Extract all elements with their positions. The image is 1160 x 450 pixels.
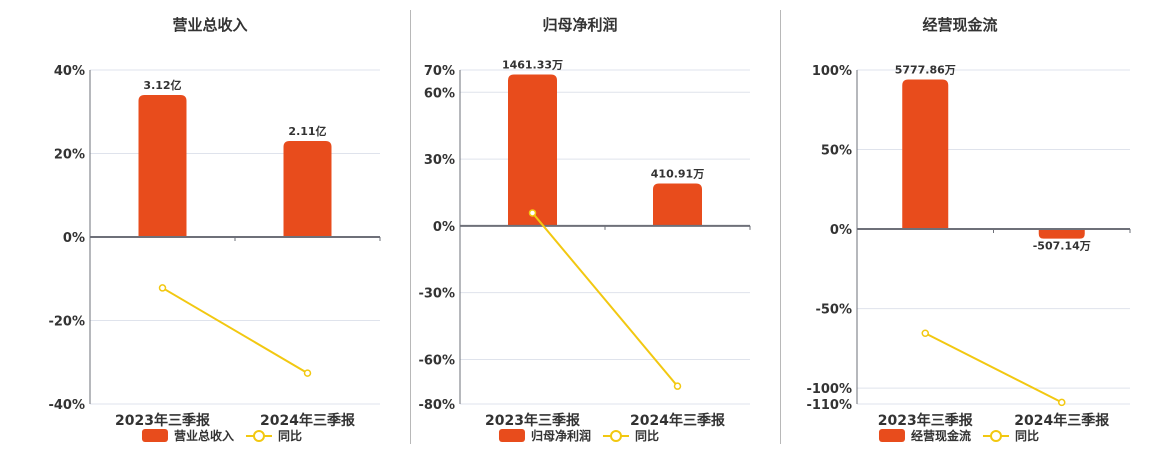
y-tick-label: -100% xyxy=(806,382,852,397)
y-tick-label: -110% xyxy=(806,398,852,413)
chart-title-net-profit: 归母净利润 xyxy=(542,16,618,34)
yoy-point[interactable] xyxy=(673,382,682,390)
chart-net-profit: 70% 60% 30% 0% -30% -60% -80% 1461.33万 2023年三季报 4… xyxy=(418,58,751,429)
yoy-point[interactable] xyxy=(921,329,929,337)
legend-cash-flow: 经营现金流 同比 xyxy=(878,427,1040,444)
y-tick-label: 0% xyxy=(433,220,455,235)
line-legend-icon[interactable] xyxy=(246,429,272,442)
yoy-point[interactable] xyxy=(528,209,537,217)
legend-line-label[interactable]: 同比 xyxy=(635,429,660,443)
legend-bar-label[interactable]: 营业总收入 xyxy=(173,429,234,443)
yoy-line xyxy=(161,287,309,374)
legend-line-label[interactable]: 同比 xyxy=(278,429,303,443)
y-tick-label: -80% xyxy=(418,398,455,413)
bar[interactable] xyxy=(902,79,949,230)
bar-value-label: 410.91万 xyxy=(651,168,704,181)
y-tick-label: 50% xyxy=(821,144,852,159)
bar[interactable] xyxy=(1038,229,1085,239)
bar-value-label: -507.14万 xyxy=(1033,240,1091,253)
bar-legend-swatch[interactable] xyxy=(141,429,168,442)
x-category-label: 2023年三季报 xyxy=(878,412,973,429)
yoy-point[interactable] xyxy=(158,284,167,292)
divider-1 xyxy=(410,10,411,444)
bar-value-label: 2.11亿 xyxy=(288,124,326,138)
y-tick-label: 40% xyxy=(54,64,85,79)
y-tick-label: -50% xyxy=(815,303,852,318)
y-tick-label: 0% xyxy=(830,223,852,238)
chart-title-cash-flow: 经营现金流 xyxy=(922,16,998,34)
chart-revenue: 40% 20% 0% -20% -40% 3.12亿 2023年三季报 2.11亿 2024年三… xyxy=(48,64,381,429)
x-category-label: 2024年三季报 xyxy=(260,412,355,429)
y-tick-label: 100% xyxy=(812,64,852,79)
chart-cash-flow: 100% 50% 0% -50% -100%-110% 5777.86万 2023年三季报 -… xyxy=(806,64,1131,429)
bar-value-label: 3.12亿 xyxy=(143,78,181,92)
y-tick-label: -20% xyxy=(48,315,85,330)
y-tick-label: 60% xyxy=(424,86,455,101)
bar-value-label: 5777.86万 xyxy=(895,64,956,77)
x-category-label: 2023年三季报 xyxy=(115,412,210,429)
y-tick-label: -60% xyxy=(418,353,455,368)
x-category-label: 2024年三季报 xyxy=(630,412,725,429)
legend-bar-label[interactable]: 归母净利润 xyxy=(530,429,591,443)
bar[interactable] xyxy=(653,183,702,226)
y-tick-label: -30% xyxy=(418,287,455,302)
bar[interactable] xyxy=(138,95,187,237)
bar[interactable] xyxy=(283,140,332,237)
y-tick-label: 20% xyxy=(54,148,85,163)
bar-legend-swatch[interactable] xyxy=(878,429,905,442)
yoy-line xyxy=(531,212,679,387)
chart-title-revenue: 营业总收入 xyxy=(172,16,248,34)
divider-2 xyxy=(780,10,781,444)
bar-legend-swatch[interactable] xyxy=(498,429,525,442)
legend-net-profit: 归母净利润 同比 xyxy=(498,427,660,444)
bar-value-label: 1461.33万 xyxy=(502,58,563,71)
yoy-point[interactable] xyxy=(303,369,312,377)
legend-line-label[interactable]: 同比 xyxy=(1015,429,1040,443)
y-tick-label: 30% xyxy=(424,153,455,168)
yoy-line xyxy=(924,332,1063,404)
x-category-label: 2023年三季报 xyxy=(485,412,580,429)
y-tick-label: 0% xyxy=(63,231,85,246)
x-category-label: 2024年三季报 xyxy=(1014,412,1109,429)
y-tick-label: -40% xyxy=(48,398,85,413)
legend-bar-label[interactable]: 经营现金流 xyxy=(910,429,971,443)
line-legend-icon[interactable] xyxy=(603,429,629,442)
y-tick-label: 70% xyxy=(424,64,455,79)
line-legend-icon[interactable] xyxy=(983,429,1009,442)
bar[interactable] xyxy=(508,74,557,226)
yoy-point[interactable] xyxy=(1058,398,1066,407)
legend-revenue: 营业总收入 同比 xyxy=(141,427,303,444)
